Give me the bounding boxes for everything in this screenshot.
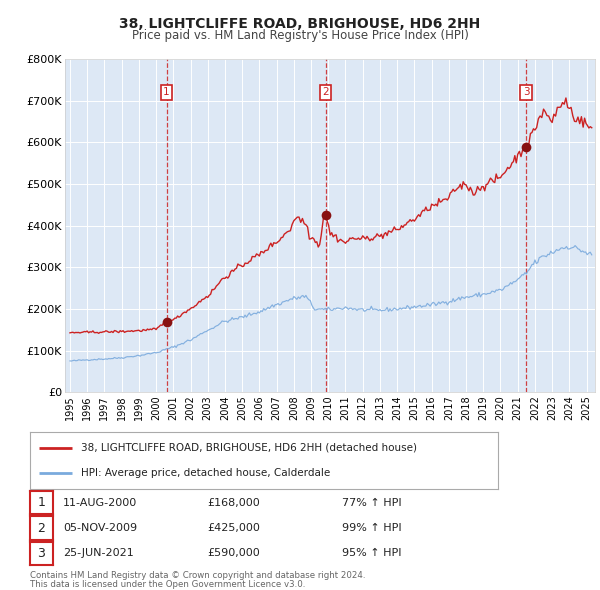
Text: 77% ↑ HPI: 77% ↑ HPI [342,498,401,507]
Text: 3: 3 [523,87,529,97]
Text: This data is licensed under the Open Government Licence v3.0.: This data is licensed under the Open Gov… [30,579,305,589]
Text: £425,000: £425,000 [207,523,260,533]
Text: 11-AUG-2000: 11-AUG-2000 [63,498,137,507]
Text: 2: 2 [37,522,46,535]
Text: HPI: Average price, detached house, Calderdale: HPI: Average price, detached house, Cald… [82,468,331,478]
Text: 05-NOV-2009: 05-NOV-2009 [63,523,137,533]
Text: 1: 1 [163,87,170,97]
Text: £590,000: £590,000 [207,549,260,558]
Text: 2: 2 [322,87,329,97]
Text: 95% ↑ HPI: 95% ↑ HPI [342,549,401,558]
Text: Contains HM Land Registry data © Crown copyright and database right 2024.: Contains HM Land Registry data © Crown c… [30,571,365,581]
Text: 1: 1 [37,496,46,509]
Text: 99% ↑ HPI: 99% ↑ HPI [342,523,401,533]
Text: 25-JUN-2021: 25-JUN-2021 [63,549,134,558]
Text: Price paid vs. HM Land Registry's House Price Index (HPI): Price paid vs. HM Land Registry's House … [131,30,469,42]
Text: 38, LIGHTCLIFFE ROAD, BRIGHOUSE, HD6 2HH (detached house): 38, LIGHTCLIFFE ROAD, BRIGHOUSE, HD6 2HH… [82,442,418,453]
Text: 38, LIGHTCLIFFE ROAD, BRIGHOUSE, HD6 2HH: 38, LIGHTCLIFFE ROAD, BRIGHOUSE, HD6 2HH [119,17,481,31]
Text: £168,000: £168,000 [207,498,260,507]
Text: 3: 3 [37,547,46,560]
